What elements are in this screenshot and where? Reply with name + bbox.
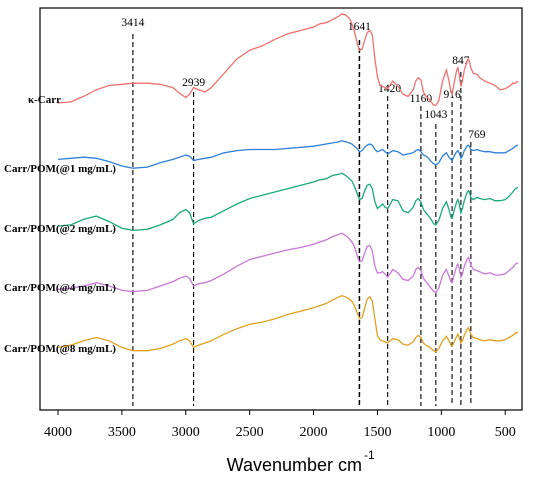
x-tick-label: 3000	[172, 425, 200, 440]
series-label: Carr/POM(@1 mg/mL)	[4, 163, 116, 175]
spectrum-line	[57, 172, 519, 232]
plot-frame	[39, 7, 523, 411]
peak-label: 1043	[424, 109, 447, 121]
peak-label: 3414	[121, 17, 144, 29]
series-label: Carr/POM(@8 mg/mL)	[4, 343, 116, 355]
series-label: κ-Carr	[28, 94, 61, 106]
x-tick-label: 2500	[236, 425, 264, 440]
spectra-traces	[57, 13, 519, 353]
spectrum-line	[57, 295, 519, 353]
x-tick-label: 4000	[44, 425, 72, 440]
plot-border	[39, 7, 523, 411]
x-axis-title-superscript: -1	[364, 448, 375, 462]
x-axis-title: Wavenumber cm	[227, 455, 362, 475]
spectrum-line	[57, 232, 519, 294]
x-axis-ticks: 4000 3500 3000 2500 2000 1500 1000 500	[44, 410, 516, 440]
series-labels: κ-Carr Carr/POM(@1 mg/mL) Carr/POM(@2 mg/m…	[4, 94, 116, 355]
x-tick-label: 3500	[108, 425, 136, 440]
peak-label: 1420	[378, 83, 401, 95]
series-label: Carr/POM(@2 mg/mL)	[4, 223, 116, 235]
peak-label: 847	[452, 55, 470, 67]
x-tick-label: 1500	[363, 425, 391, 440]
peak-label: 2939	[182, 77, 205, 89]
x-tick-label: 500	[495, 425, 516, 440]
series-label: Carr/POM(@4 mg/mL)	[4, 282, 116, 294]
spectrum-line	[57, 13, 519, 106]
x-axis-title-group: Wavenumber cm -1	[227, 448, 375, 475]
peak-label: 769	[468, 129, 486, 141]
spectrum-line	[57, 140, 519, 169]
peak-label: 1160	[410, 93, 433, 105]
x-tick-label: 2000	[300, 425, 328, 440]
x-tick-label: 1000	[427, 425, 455, 440]
